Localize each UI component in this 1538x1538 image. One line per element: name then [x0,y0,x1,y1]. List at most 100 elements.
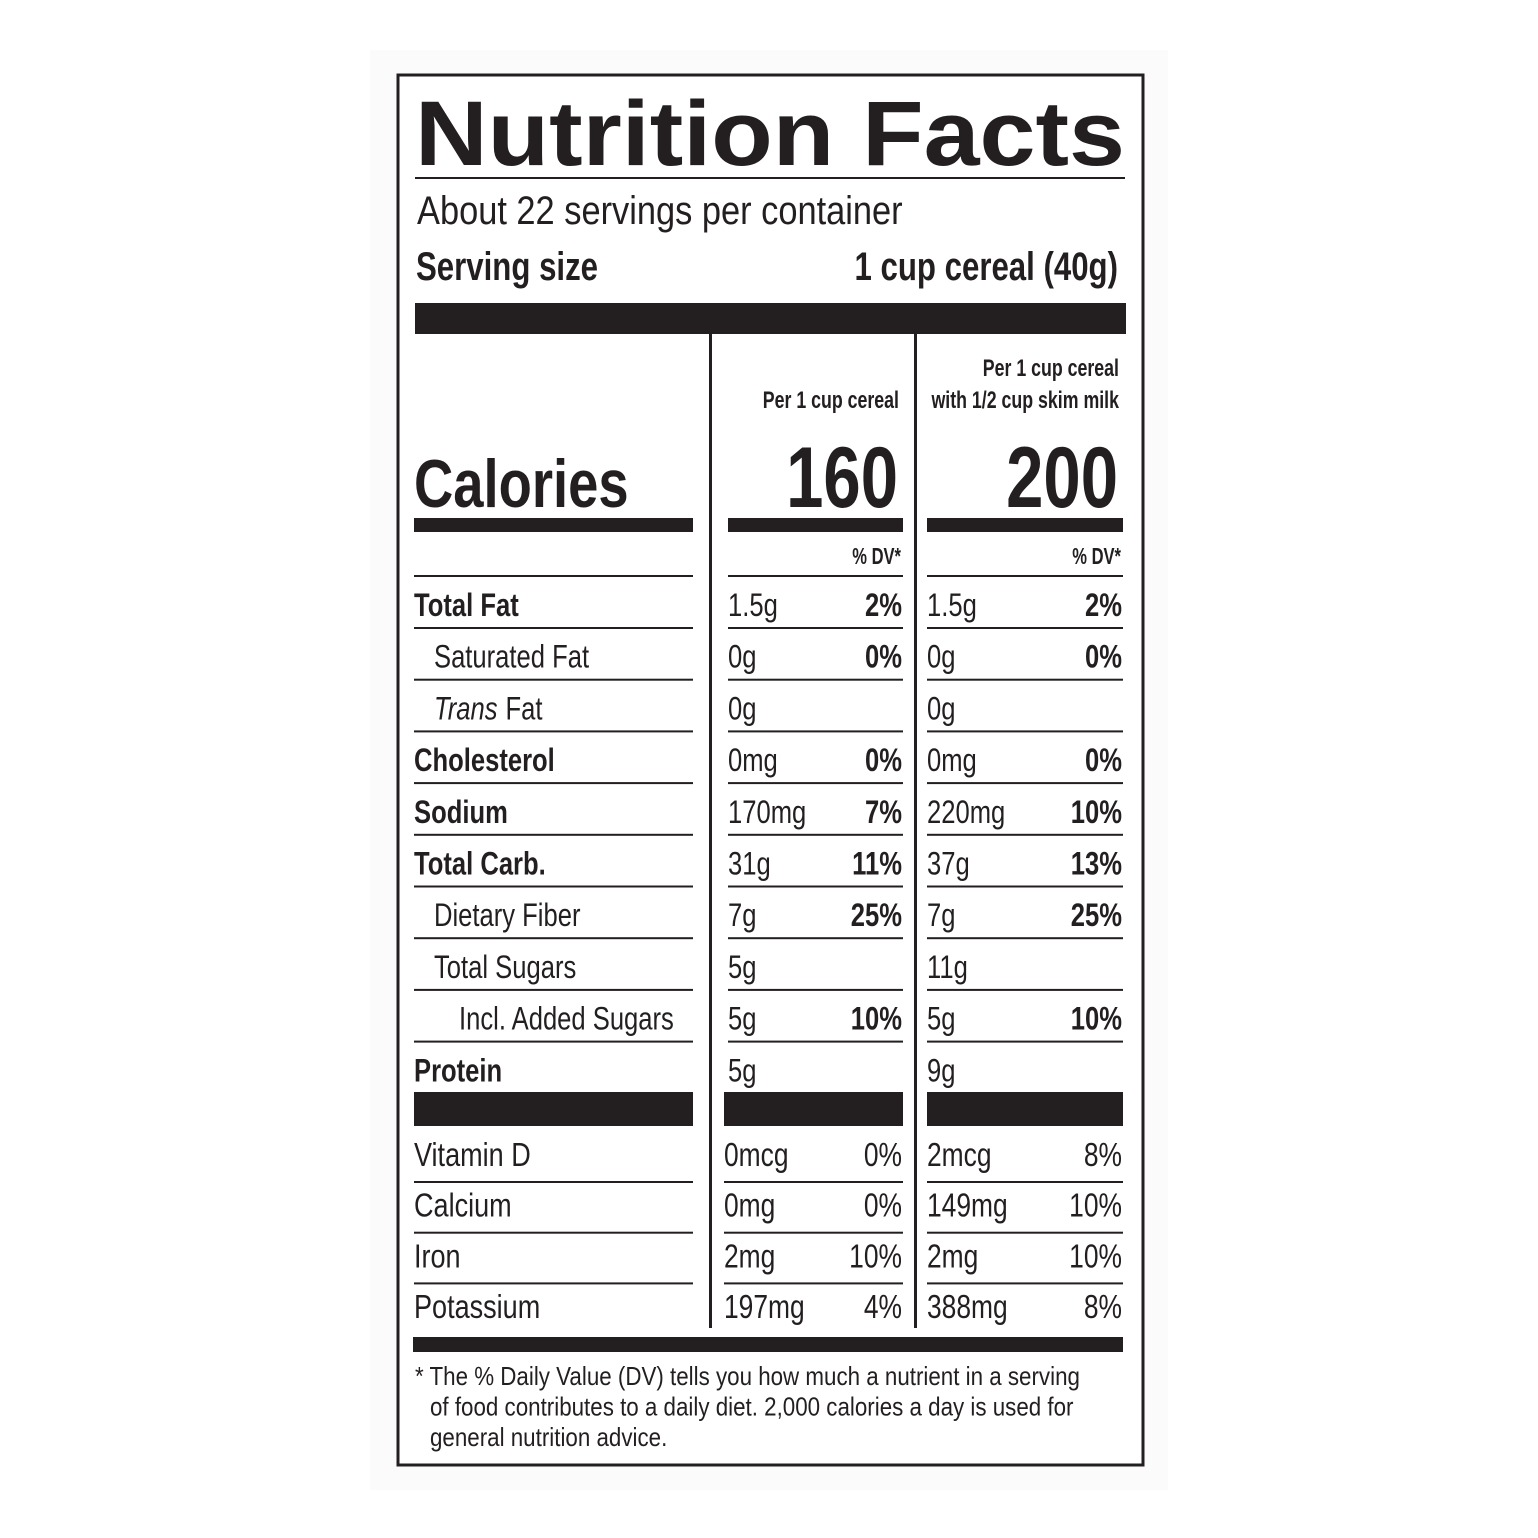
row-rule [724,1181,903,1183]
dv-header: % DV* [1072,544,1121,569]
calories-bar [414,518,693,532]
row-rule [728,988,903,991]
row-rule [927,937,1123,940]
row-rule [414,1282,693,1285]
calories-bar [927,518,1123,532]
vitamin-dv: 0% [864,1188,902,1224]
row-rule [728,1040,903,1043]
footnote-line: of food contributes to a daily diet. 2,0… [430,1393,1073,1422]
nutrient-name: Total Sugars [434,950,576,985]
vitamin-amount: 0mg [724,1188,775,1224]
column-heading: with 1/2 cup skim milk [931,388,1120,414]
row-rule [728,627,903,629]
column-heading: Per 1 cup cereal [983,356,1119,382]
nutrient-name: Saturated Fat [434,640,589,675]
nutrient-amount: 170mg [728,795,806,830]
thick-bar [414,1092,693,1126]
bottom-bar [413,1337,1123,1352]
nutrient-amount: 0mg [927,743,977,778]
vitamin-name: Calcium [414,1188,512,1224]
nutrient-dv: 10% [851,1002,902,1037]
vitamin-amount: 2mcg [927,1137,992,1173]
nutrient-amount: 5g [728,1002,756,1037]
vitamin-amount: 388mg [927,1289,1008,1325]
row-rule [927,1040,1123,1043]
row-rule [414,833,693,836]
nutrient-amount: 0mg [728,743,778,778]
nutrient-dv: 25% [851,899,902,934]
row-rule [728,833,903,836]
footnote-line: general nutrition advice. [430,1423,667,1452]
row-rule [724,1282,903,1285]
nutrient-amount: 9g [927,1054,955,1089]
vitamin-name: Iron [414,1239,461,1275]
calories-value: 200 [1006,430,1118,526]
vitamin-name: Potassium [414,1290,540,1326]
nutrient-dv: 2% [1085,588,1122,623]
row-rule [414,575,693,577]
nutrient-name: Cholesterol [414,743,555,778]
nutrient-name: Protein [414,1054,502,1089]
footnote-line: * The % Daily Value (DV) tells you how m… [415,1362,1080,1391]
row-rule [927,782,1123,785]
vitamin-amount: 2mg [927,1239,978,1275]
vitamin-amount: 0mcg [724,1137,789,1173]
row-rule [728,937,903,940]
row-rule [927,730,1123,733]
nutrient-dv: 2% [865,588,902,623]
nutrient-amount: 11g [927,950,968,985]
row-rule [728,575,903,577]
nutrient-amount: 220mg [927,795,1005,830]
nutrient-amount: 31g [728,847,771,882]
nutrient-dv: 0% [1085,640,1122,675]
row-rule [728,885,903,888]
row-rule [414,1040,693,1043]
thick-bar [415,303,1126,334]
label-title: Nutrition Facts [415,83,1125,185]
calories-bar [728,518,903,532]
nutrient-amount: 7g [728,899,756,934]
row-rule [927,1282,1123,1285]
nutrient-amount: 1.5g [728,588,778,623]
row-rule [927,833,1123,836]
nutrient-name: Fat [506,692,543,727]
nutrient-dv: 0% [1085,743,1122,778]
vitamin-amount: 149mg [927,1188,1008,1224]
nutrient-name: Total Fat [414,588,519,623]
row-rule [927,885,1123,888]
nutrient-dv: 7% [865,795,902,830]
title-rule [415,177,1125,179]
nutrient-name: Dietary Fiber [434,899,581,934]
row-rule [724,1231,903,1234]
vitamin-dv: 0% [864,1137,902,1173]
row-rule [414,730,693,733]
vitamin-name: Vitamin D [414,1138,531,1174]
nutrient-amount: 5g [728,1054,756,1089]
nutrient-dv: 25% [1071,899,1122,934]
nutrient-amount: 37g [927,847,970,882]
calories-value: 160 [786,430,898,526]
row-rule [728,730,903,733]
vitamin-dv: 10% [849,1239,902,1275]
thick-bar [927,1092,1123,1126]
row-rule [927,575,1123,577]
nutrient-name: Sodium [414,795,508,830]
column-divider [914,333,917,1328]
column-divider [709,333,712,1328]
row-rule [414,1231,693,1234]
row-rule [414,782,693,785]
vitamin-amount: 2mg [724,1239,775,1275]
nutrient-name: Total Carb. [414,847,546,882]
serving-size-label: Serving size [416,244,598,289]
nutrient-amount: 5g [927,1002,955,1037]
row-rule [414,1181,693,1183]
row-rule [927,627,1123,629]
nutrient-name: Incl. Added Sugars [459,1002,674,1037]
vitamin-dv: 8% [1084,1289,1122,1325]
row-rule [414,937,693,940]
nutrient-name-italic: Trans [434,692,498,727]
row-rule [927,988,1123,991]
nutrient-dv: 13% [1071,847,1122,882]
serving-size-value: 1 cup cereal (40g) [854,244,1118,289]
